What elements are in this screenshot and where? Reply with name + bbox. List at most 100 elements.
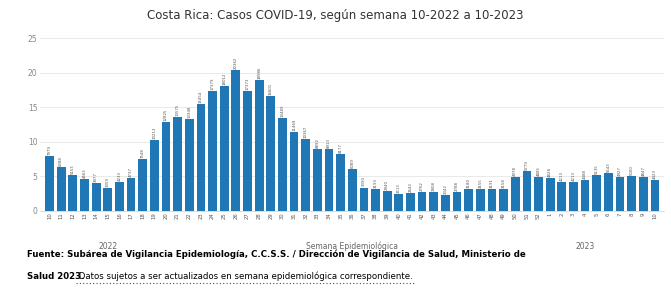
Bar	[569, 182, 578, 211]
Text: 4213: 4213	[572, 171, 576, 181]
Text: 17379: 17379	[211, 77, 215, 90]
Text: 11469: 11469	[292, 118, 296, 131]
Text: 3193: 3193	[374, 178, 378, 188]
Text: 13489: 13489	[280, 104, 285, 117]
Text: 5779: 5779	[525, 160, 529, 170]
Text: 4423: 4423	[653, 169, 657, 179]
Text: 8177: 8177	[339, 143, 343, 153]
Bar	[138, 159, 147, 211]
Bar	[639, 178, 648, 211]
Bar	[231, 70, 240, 211]
Text: 13575: 13575	[176, 104, 180, 116]
Bar	[488, 189, 497, 211]
Text: 16601: 16601	[269, 83, 273, 95]
Text: 5000: 5000	[629, 166, 633, 175]
Bar	[68, 175, 77, 211]
Bar	[406, 193, 415, 211]
Bar	[150, 140, 159, 211]
Bar	[220, 86, 229, 211]
Text: 7979: 7979	[48, 145, 52, 155]
Text: 3359: 3359	[106, 177, 110, 187]
Text: 18986: 18986	[257, 66, 261, 79]
Bar	[336, 154, 345, 211]
Text: 6388: 6388	[59, 156, 63, 166]
Bar	[592, 176, 601, 211]
Text: Salud 2023.: Salud 2023.	[27, 272, 85, 281]
Bar	[523, 171, 531, 211]
Text: Semana Epidemiológica: Semana Epidemiológica	[306, 241, 399, 251]
Text: 3158: 3158	[502, 178, 506, 188]
Text: Datos sujetos a ser actualizados en semana epidemiológica correspondiente.: Datos sujetos a ser actualizados en sema…	[76, 272, 413, 281]
Bar	[581, 180, 590, 211]
Text: 20362: 20362	[234, 57, 238, 69]
Text: 12825: 12825	[164, 109, 168, 121]
Bar	[453, 192, 462, 211]
Text: 8892: 8892	[315, 138, 319, 149]
Text: 5153: 5153	[71, 165, 75, 174]
Bar	[278, 118, 287, 211]
Text: 3977: 3977	[94, 172, 98, 183]
Bar	[395, 194, 403, 211]
Text: Fuente: Subárea de Vigilancia Epidemiología, C.C.S.S. / Dirección de Vigilancia : Fuente: Subárea de Vigilancia Epidemiolo…	[27, 250, 525, 259]
Bar	[383, 191, 392, 211]
Text: 4927: 4927	[618, 166, 622, 176]
Text: 6089: 6089	[350, 158, 354, 168]
Bar	[651, 180, 660, 211]
Bar	[429, 192, 438, 211]
Text: 4847: 4847	[641, 166, 646, 176]
Bar	[627, 176, 636, 211]
Bar	[80, 179, 89, 211]
Bar	[173, 117, 182, 211]
Text: 2762: 2762	[420, 181, 424, 191]
Text: 2643: 2643	[409, 182, 413, 192]
Bar	[348, 169, 357, 211]
Bar	[371, 189, 380, 211]
Bar	[243, 91, 252, 211]
Bar	[185, 119, 194, 211]
Text: 2940: 2940	[385, 180, 389, 190]
Bar	[197, 104, 205, 211]
Text: 17373: 17373	[246, 77, 250, 90]
Bar	[476, 189, 484, 211]
Text: 5543: 5543	[607, 162, 611, 172]
Bar	[266, 96, 275, 211]
Bar	[92, 183, 101, 211]
Bar	[313, 149, 321, 211]
Text: 4488: 4488	[583, 169, 587, 179]
Bar	[418, 192, 427, 211]
Text: Costa Rica: Casos COVID-19, según semana 10-2022 a 10-2023: Costa Rica: Casos COVID-19, según semana…	[147, 9, 524, 22]
Bar	[208, 91, 217, 211]
Text: 2513: 2513	[397, 183, 401, 193]
Text: 2023: 2023	[576, 242, 595, 251]
Text: 3180: 3180	[467, 178, 470, 188]
Bar	[127, 178, 136, 211]
Bar	[325, 149, 333, 211]
Bar	[534, 177, 543, 211]
Bar	[464, 189, 473, 211]
Text: 4737: 4737	[129, 167, 133, 177]
Text: 10213: 10213	[152, 127, 156, 139]
Bar	[616, 177, 625, 211]
Text: 13348: 13348	[187, 105, 191, 117]
Text: 4978: 4978	[513, 166, 517, 176]
Text: 2788: 2788	[455, 181, 459, 191]
Text: 7548: 7548	[141, 148, 145, 158]
Text: 2808: 2808	[431, 180, 435, 190]
Bar	[499, 189, 508, 211]
Bar	[604, 173, 613, 211]
Bar	[255, 80, 264, 211]
Text: 5135: 5135	[595, 165, 599, 174]
Text: 3155: 3155	[478, 178, 482, 188]
Bar	[162, 122, 170, 211]
Text: 4885: 4885	[537, 166, 541, 176]
Bar	[441, 195, 450, 211]
Text: 10367: 10367	[304, 126, 308, 138]
Text: 3191: 3191	[490, 178, 494, 188]
Text: 3390: 3390	[362, 176, 366, 186]
Text: 4213: 4213	[560, 171, 564, 181]
Text: 2342: 2342	[444, 184, 448, 194]
Bar	[301, 139, 310, 211]
Text: 18012: 18012	[222, 73, 226, 85]
Bar	[546, 178, 554, 211]
Text: 4233: 4233	[117, 171, 121, 181]
